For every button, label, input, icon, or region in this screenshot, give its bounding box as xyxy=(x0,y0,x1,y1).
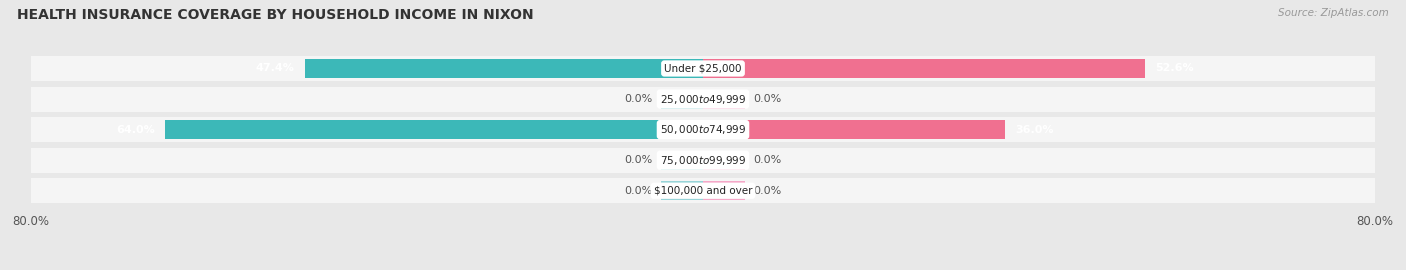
Bar xyxy=(31,178,1375,203)
Legend: With Coverage, Without Coverage: With Coverage, Without Coverage xyxy=(578,266,828,270)
Text: Under $25,000: Under $25,000 xyxy=(664,63,742,73)
Bar xyxy=(661,90,703,109)
Text: 47.4%: 47.4% xyxy=(256,63,295,73)
Bar xyxy=(31,117,1375,142)
Bar xyxy=(703,59,1144,78)
Text: HEALTH INSURANCE COVERAGE BY HOUSEHOLD INCOME IN NIXON: HEALTH INSURANCE COVERAGE BY HOUSEHOLD I… xyxy=(17,8,533,22)
Bar xyxy=(703,90,745,109)
Bar xyxy=(31,148,1375,173)
Text: Source: ZipAtlas.com: Source: ZipAtlas.com xyxy=(1278,8,1389,18)
Text: $25,000 to $49,999: $25,000 to $49,999 xyxy=(659,93,747,106)
Text: 36.0%: 36.0% xyxy=(1015,124,1054,135)
Bar xyxy=(31,86,1375,112)
Text: 0.0%: 0.0% xyxy=(624,94,652,104)
Bar xyxy=(703,151,745,170)
Bar xyxy=(703,181,745,200)
Text: $75,000 to $99,999: $75,000 to $99,999 xyxy=(659,154,747,167)
Text: 0.0%: 0.0% xyxy=(624,155,652,165)
Text: 0.0%: 0.0% xyxy=(624,186,652,196)
Bar xyxy=(661,151,703,170)
Bar xyxy=(661,181,703,200)
Text: 64.0%: 64.0% xyxy=(117,124,155,135)
Bar xyxy=(31,56,1375,81)
Text: 0.0%: 0.0% xyxy=(754,155,782,165)
Text: $50,000 to $74,999: $50,000 to $74,999 xyxy=(659,123,747,136)
Text: $100,000 and over: $100,000 and over xyxy=(654,186,752,196)
Bar xyxy=(305,59,703,78)
Text: 0.0%: 0.0% xyxy=(754,186,782,196)
Text: 0.0%: 0.0% xyxy=(754,94,782,104)
Bar xyxy=(166,120,703,139)
Text: 52.6%: 52.6% xyxy=(1154,63,1194,73)
Bar xyxy=(703,120,1005,139)
